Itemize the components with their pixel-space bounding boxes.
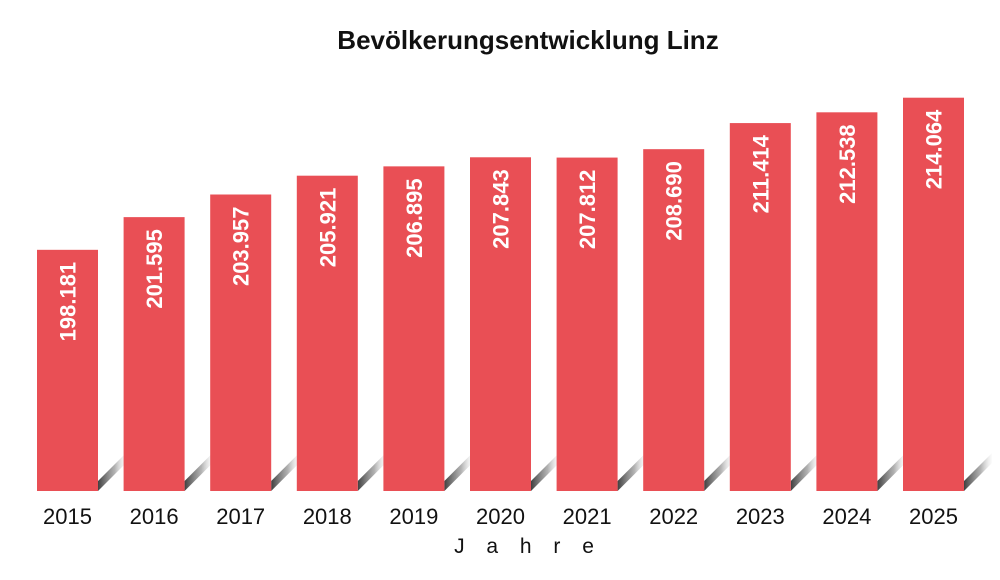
bar-shadow	[184, 453, 213, 491]
x-tick-2018: 2018	[303, 504, 352, 529]
x-axis-ticks: 2015 2016 2017 2018 2019 2020 2021 2022 2023 2024…	[43, 504, 958, 529]
bar-2022	[643, 149, 705, 491]
bar-shadow	[877, 453, 906, 491]
value-label-2016: 201.595	[142, 229, 167, 309]
value-label-2021: 207.812	[575, 170, 600, 250]
value-labels: 198.181 201.595 203.957 205.921 206.895 207.8…	[56, 109, 947, 341]
value-label-2018: 205.921	[315, 188, 340, 268]
value-label-2025: 214.064	[922, 109, 947, 189]
bar-2019	[383, 166, 445, 492]
bar-2021	[556, 157, 618, 491]
value-label-2023: 211.414	[748, 134, 773, 213]
chart-title: Bevölkerungsentwicklung Linz	[337, 25, 718, 55]
value-label-2019: 206.895	[402, 178, 427, 258]
bars	[37, 97, 964, 492]
x-tick-2017: 2017	[216, 504, 265, 529]
bar-2023	[729, 123, 791, 491]
bar-shadow	[790, 453, 819, 491]
value-label-2017: 203.957	[229, 207, 254, 287]
x-tick-2023: 2023	[736, 504, 785, 529]
bar-shadow	[531, 453, 559, 491]
bar-shadow	[357, 453, 386, 491]
bar-shadow	[704, 453, 733, 491]
value-label-2020: 207.843	[489, 169, 514, 249]
x-tick-2024: 2024	[822, 504, 871, 529]
bar-shadow	[617, 453, 646, 491]
x-tick-2020: 2020	[476, 504, 525, 529]
x-tick-2016: 2016	[130, 504, 179, 529]
bar-shadow	[98, 453, 126, 491]
x-tick-2015: 2015	[43, 504, 92, 529]
bar-2015	[37, 249, 98, 491]
bar-shadows	[98, 453, 992, 491]
x-axis-label: J a h r e	[454, 535, 602, 558]
value-label-2024: 212.538	[835, 124, 860, 204]
x-tick-2019: 2019	[389, 504, 438, 529]
x-tick-2021: 2021	[563, 504, 612, 529]
x-tick-2025: 2025	[909, 504, 958, 529]
bar-shadow	[271, 453, 300, 491]
value-label-2015: 198.181	[56, 262, 81, 342]
bar-2016	[123, 217, 185, 491]
bar-2018	[296, 175, 358, 491]
bar-shadow	[444, 453, 473, 491]
x-tick-2022: 2022	[649, 504, 698, 529]
bar-2025	[903, 97, 964, 492]
bar-2020	[470, 157, 531, 491]
bar-2024	[816, 112, 878, 492]
bar-shadow	[964, 453, 992, 491]
value-label-2022: 208.690	[662, 161, 687, 241]
bar-2017	[210, 194, 272, 491]
